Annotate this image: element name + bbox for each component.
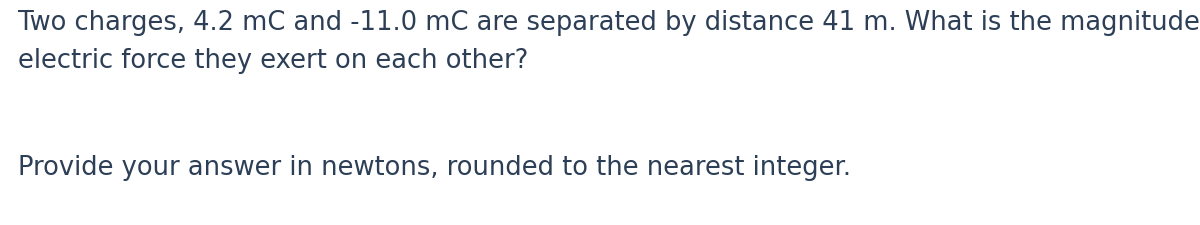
Text: Provide your answer in newtons, rounded to the nearest integer.: Provide your answer in newtons, rounded …: [18, 154, 851, 180]
Text: Two charges, 4.2 mC and -11.0 mC are separated by distance 41 m. What is the mag: Two charges, 4.2 mC and -11.0 mC are sep…: [18, 10, 1200, 36]
Text: electric force they exert on each other?: electric force they exert on each other?: [18, 48, 528, 74]
